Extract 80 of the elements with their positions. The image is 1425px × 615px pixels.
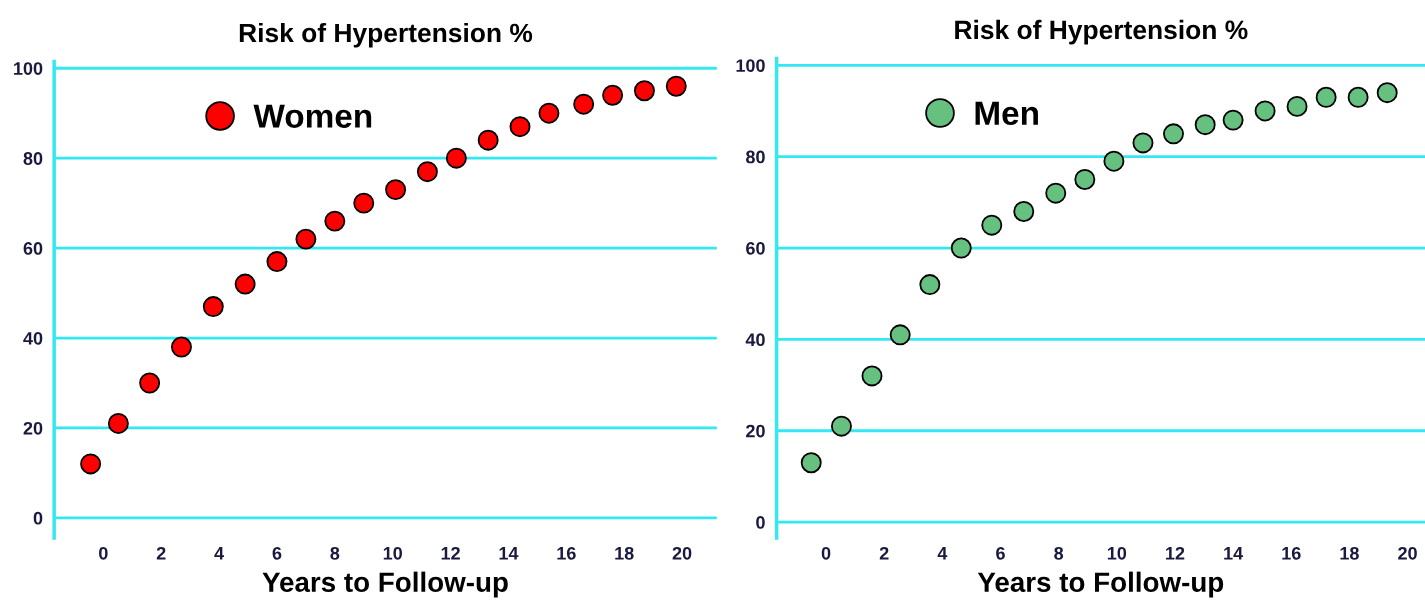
x-tick-label: 16 (1282, 546, 1301, 560)
point (107, 412, 129, 434)
x-tick-label: 0 (99, 546, 108, 560)
x-tick-label: 18 (615, 546, 634, 560)
point (353, 192, 375, 214)
x-tick-label: 8 (330, 546, 340, 560)
x-tick-label: 18 (1340, 546, 1359, 560)
point (1103, 150, 1125, 172)
point (1347, 86, 1369, 108)
y-tick-label: 40 (23, 331, 43, 345)
x-tick-label: 12 (1166, 546, 1185, 560)
point (830, 415, 852, 437)
point (445, 147, 467, 169)
point (509, 116, 531, 138)
x-tick-label: 8 (1054, 546, 1064, 560)
point (416, 161, 438, 183)
point (234, 273, 256, 295)
y-tick-label: 80 (23, 152, 43, 165)
point (202, 296, 224, 318)
x-tick-label: 2 (879, 546, 889, 560)
point (573, 93, 595, 115)
point (139, 372, 161, 394)
x-tick-label: 20 (672, 546, 692, 560)
x-tick-label: 14 (499, 547, 519, 560)
y-tick-label: 100 (736, 59, 765, 72)
x-tick-label: 14 (1224, 547, 1244, 560)
point (1163, 123, 1184, 145)
x-tick-label: 12 (441, 546, 460, 560)
x-axis-title: Years to Follow-up (262, 571, 508, 598)
point (981, 214, 1003, 236)
y-tick-label: 0 (33, 511, 43, 525)
x-tick-label: 4 (937, 547, 948, 560)
point (1315, 86, 1337, 108)
point (919, 274, 941, 296)
point (950, 237, 972, 259)
point (1254, 100, 1276, 122)
y-tick-label: 20 (746, 424, 765, 438)
point (889, 324, 911, 346)
point (477, 129, 499, 151)
y-tick-label: 100 (14, 62, 43, 75)
x-tick-label: 10 (1107, 546, 1127, 560)
point (80, 453, 102, 475)
point (1222, 109, 1244, 131)
point (1013, 200, 1035, 222)
point (633, 80, 655, 102)
point (665, 75, 687, 97)
point (324, 210, 346, 232)
x-tick-label: 4 (214, 547, 225, 560)
point (602, 84, 624, 106)
point (170, 336, 192, 358)
x-tick-label: 16 (557, 546, 576, 560)
point (1045, 182, 1067, 204)
point (266, 251, 288, 273)
point (1132, 132, 1154, 154)
x-tick-label: 6 (996, 546, 1005, 560)
legend-label: Men (975, 101, 1038, 126)
y-tick-label: 0 (756, 516, 765, 529)
x-tick-label: 20 (1398, 546, 1417, 560)
point (1074, 169, 1096, 190)
point (538, 102, 560, 124)
point (1286, 95, 1308, 117)
point (800, 452, 822, 474)
legend-label: Women (253, 104, 372, 128)
chart-title: Risk of Hypertension % (239, 22, 533, 48)
y-tick-label: 60 (23, 242, 43, 255)
x-axis-title: Years to Follow-up (977, 571, 1224, 598)
chart-title: Risk of Hypertension % (955, 19, 1248, 45)
point (861, 365, 883, 387)
point (1376, 82, 1398, 104)
x-tick-label: 0 (821, 546, 831, 560)
point (1194, 114, 1216, 136)
x-tick-label: 2 (156, 546, 166, 560)
point (385, 179, 407, 201)
y-tick-label: 20 (23, 421, 43, 435)
y-tick-label: 40 (745, 333, 765, 347)
x-tick-label: 10 (383, 546, 402, 560)
point (295, 228, 317, 250)
x-tick-label: 6 (272, 546, 282, 560)
y-tick-label: 60 (746, 241, 765, 255)
y-tick-label: 80 (746, 150, 765, 164)
